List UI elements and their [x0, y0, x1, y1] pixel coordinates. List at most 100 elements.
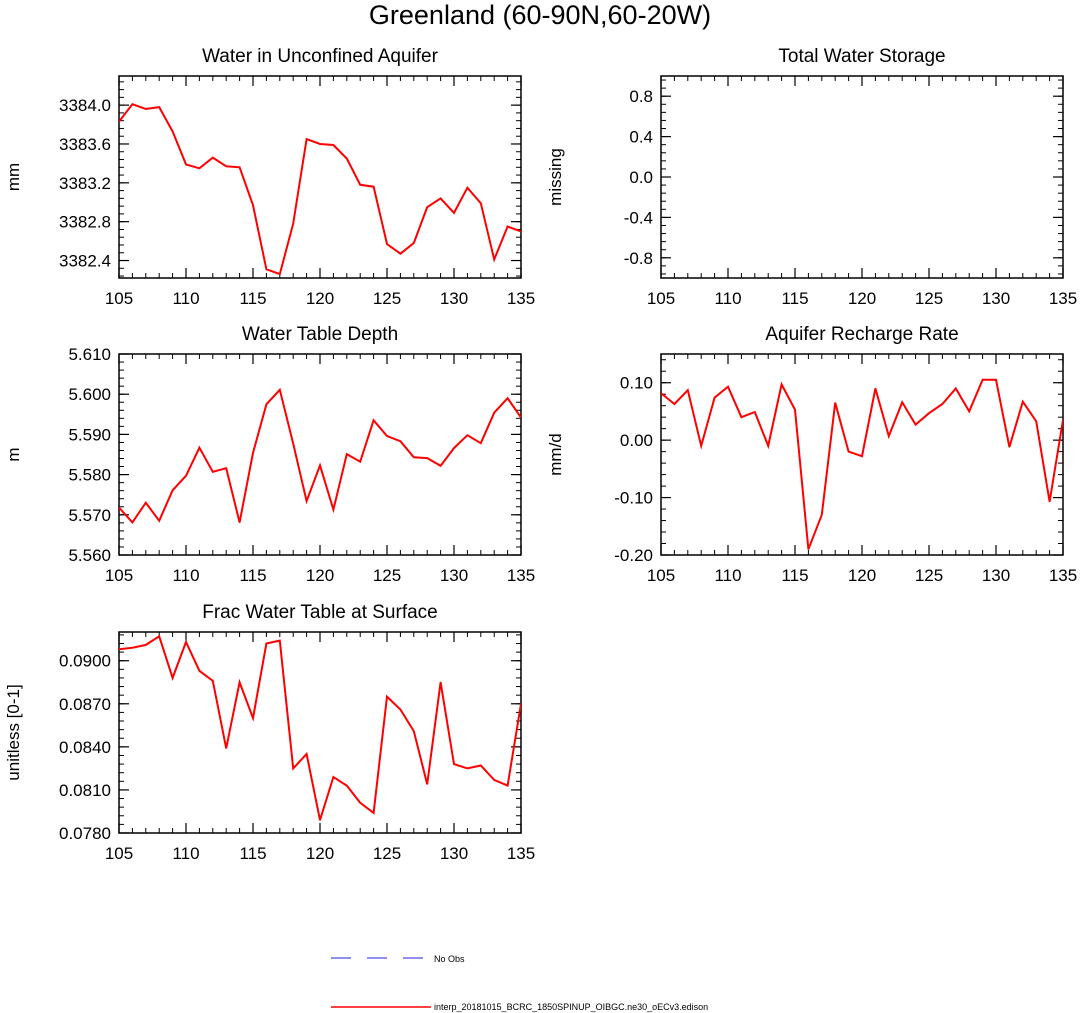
- data-point: [131, 647, 133, 649]
- data-point: [225, 467, 227, 469]
- page-title: Greenland (60-90N,60-20W): [368, 0, 712, 30]
- y-tick-label: 3383.6: [59, 135, 111, 154]
- series-line: [119, 634, 521, 821]
- y-tick-label: 3382.8: [59, 213, 111, 232]
- x-tick-label: 125: [915, 289, 943, 308]
- data-point: [119, 121, 120, 123]
- y-tick-label: 3384.0: [59, 96, 111, 115]
- data-point: [158, 520, 160, 522]
- x-tick-label: 135: [507, 289, 535, 308]
- x-tick-label: 105: [105, 566, 133, 585]
- y-tick-label: 0.0900: [59, 652, 111, 671]
- data-point: [185, 475, 187, 477]
- data-point: [727, 386, 729, 388]
- y-tick-label: 5.590: [68, 425, 111, 444]
- data-point: [239, 681, 241, 683]
- data-point: [520, 703, 521, 705]
- x-tick-label: 115: [239, 566, 266, 585]
- data-point: [359, 802, 361, 804]
- data-point: [119, 648, 120, 650]
- data-point: [145, 644, 147, 646]
- x-tick-label: 120: [848, 566, 876, 585]
- data-point: [265, 403, 267, 405]
- data-point: [292, 223, 294, 225]
- y-tick-label: 0.4: [629, 128, 653, 147]
- data-point: [520, 416, 521, 419]
- data-point: [292, 767, 294, 769]
- data-point: [332, 144, 334, 146]
- data-point: [440, 197, 442, 199]
- panel-title: Frac Water Table at Surface: [202, 602, 438, 623]
- panel-title: Water in Unconfined Aquifer: [202, 46, 439, 67]
- x-tick-label: 105: [105, 844, 133, 863]
- y-tick-label: 0.0840: [59, 738, 111, 757]
- data-point: [172, 130, 174, 132]
- data-point: [399, 708, 401, 711]
- panel-tws: Total Water Storage 105 110 115 120 125 130 135…: [546, 46, 1077, 308]
- y-tick-label: 0.8: [629, 87, 653, 106]
- data-point: [279, 389, 281, 391]
- y-tick-label: 3383.2: [59, 174, 111, 193]
- data-point: [319, 464, 321, 466]
- panel-title: Total Water Storage: [778, 46, 945, 67]
- data-point: [493, 258, 495, 261]
- x-tick-label: 115: [239, 289, 266, 308]
- data-point: [252, 717, 254, 719]
- legend-obs-label: No Obs: [434, 954, 465, 964]
- data-point: [332, 508, 334, 511]
- x-tick-label: 120: [306, 289, 334, 308]
- y-tick-label: 0.0810: [59, 781, 111, 800]
- data-point: [332, 776, 334, 778]
- data-point: [794, 409, 796, 411]
- data-point: [888, 435, 890, 437]
- panel-title: Water Table Depth: [242, 324, 398, 345]
- data-point: [359, 461, 361, 463]
- panel-unconfined: Water in Unconfined Aquifer 105 110 115 120 1…: [4, 46, 535, 308]
- y-tick-label: -0.8: [624, 249, 653, 268]
- x-tick-label: 130: [982, 289, 1010, 308]
- data-point: [700, 445, 702, 447]
- data-point: [172, 677, 174, 679]
- x-tick-label: 110: [714, 289, 741, 308]
- data-point: [292, 443, 294, 445]
- data-point: [386, 696, 388, 698]
- data-point: [507, 397, 509, 399]
- data-point: [131, 103, 133, 105]
- data-point: [480, 764, 482, 767]
- y-tick-label: 5.560: [68, 546, 111, 565]
- x-tick-label: 130: [982, 566, 1010, 585]
- data-point: [158, 635, 160, 637]
- data-point: [834, 402, 836, 404]
- x-tick-label: 125: [915, 566, 943, 585]
- y-tick-label: 5.610: [68, 345, 111, 364]
- data-point: [520, 230, 521, 232]
- data-point: [968, 410, 970, 413]
- data-point: [359, 184, 361, 186]
- data-point: [279, 640, 281, 642]
- data-point: [781, 383, 783, 386]
- data-point: [373, 812, 375, 814]
- x-tick-label: 135: [507, 844, 535, 863]
- series-line: [119, 103, 521, 276]
- data-point: [754, 411, 756, 413]
- y-tick-label: 5.600: [68, 385, 111, 404]
- data-point: [673, 403, 676, 405]
- y-tick-label: -0.10: [614, 489, 653, 508]
- data-point: [861, 455, 863, 457]
- data-point: [158, 106, 160, 108]
- data-point: [466, 434, 468, 436]
- data-point: [306, 500, 308, 502]
- panel-frac: Frac Water Table at Surface 105 110 115 120 1…: [4, 602, 535, 863]
- data-point: [225, 165, 227, 167]
- data-point: [225, 747, 227, 749]
- data-point: [507, 225, 509, 228]
- data-point: [466, 767, 468, 769]
- data-point: [426, 206, 428, 208]
- data-point: [212, 471, 214, 473]
- data-point: [185, 163, 187, 165]
- x-tick-label: 105: [647, 289, 675, 308]
- data-point: [901, 401, 903, 403]
- y-tick-label: -0.4: [624, 208, 653, 227]
- data-point: [252, 452, 254, 454]
